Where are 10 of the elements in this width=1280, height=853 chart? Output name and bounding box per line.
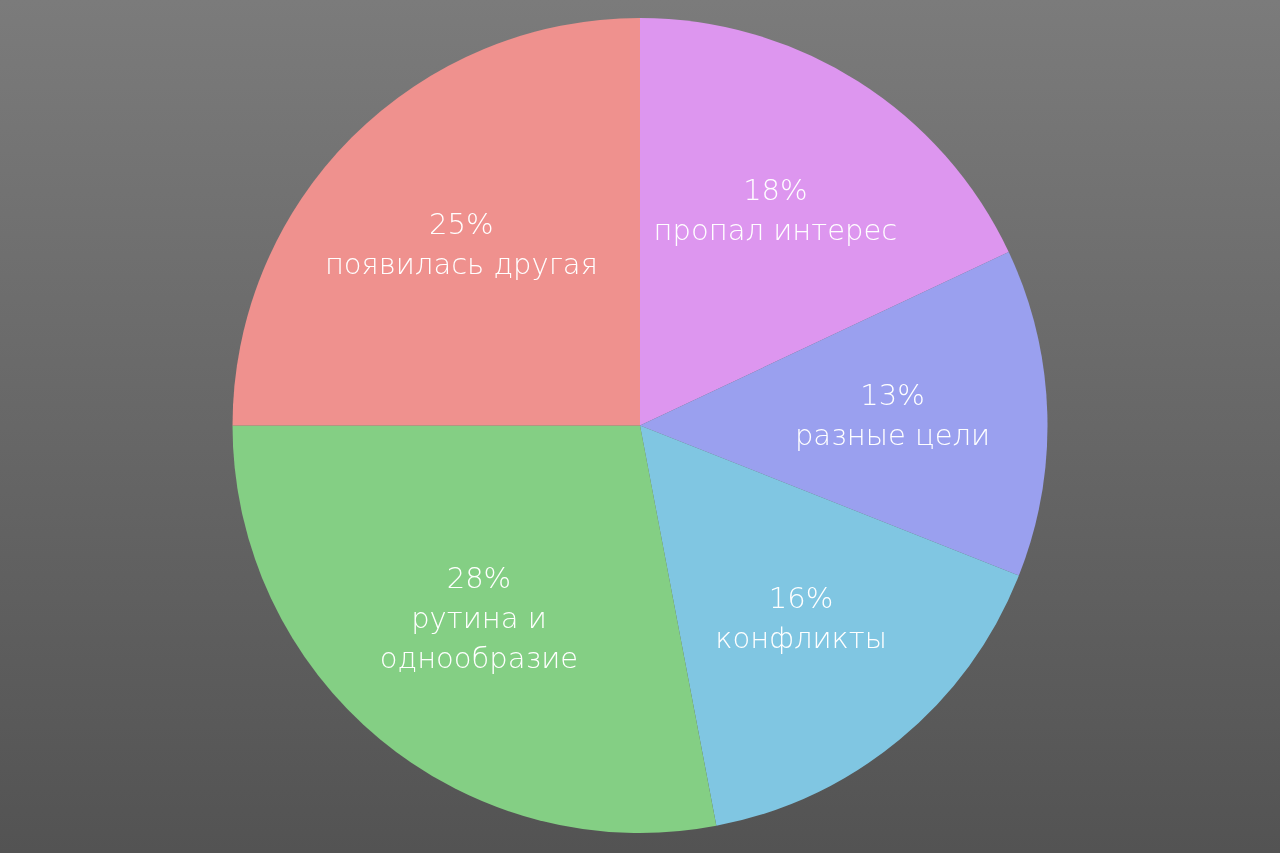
slice-label: разные цели bbox=[794, 418, 991, 453]
data-label: 25% bbox=[429, 207, 494, 242]
slice-label: рутина и однообразие bbox=[379, 600, 579, 675]
slice-label: пропал интерес bbox=[653, 212, 898, 247]
slice-label: конфликты bbox=[715, 620, 887, 655]
data-label: 13% bbox=[860, 378, 925, 413]
slice-label: появилась другая bbox=[324, 247, 598, 282]
data-label: 28% bbox=[446, 560, 512, 595]
data-label: 18% bbox=[743, 172, 808, 207]
data-label: 16% bbox=[768, 580, 834, 615]
